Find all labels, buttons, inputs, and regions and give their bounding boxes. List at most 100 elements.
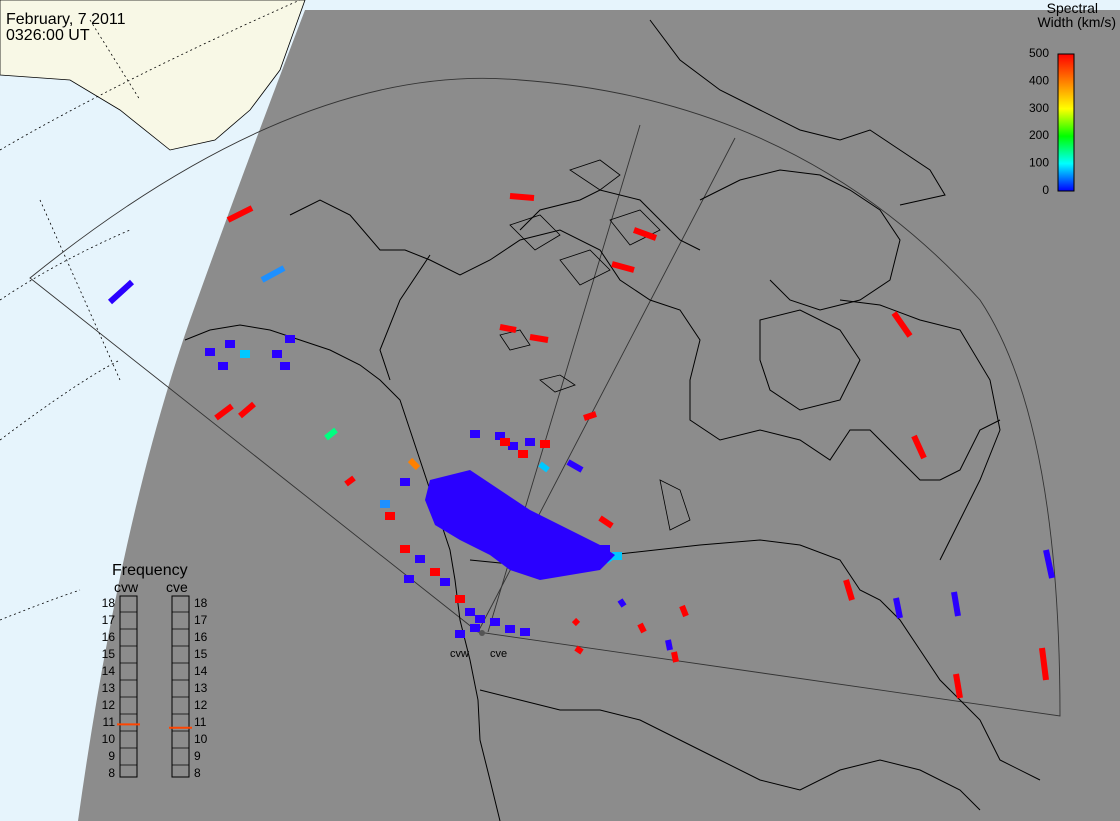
- colorbar-title-2: Width (km/s): [1037, 14, 1116, 30]
- frequency-tick-label: 8: [108, 766, 115, 780]
- echo-cell: [404, 575, 414, 583]
- echo-cell: [455, 630, 465, 638]
- echo-cell: [583, 411, 597, 421]
- echo-cell: [324, 427, 338, 441]
- frequency-column-box: [119, 595, 138, 778]
- echo-cell: [893, 597, 903, 619]
- date-label: February, 7 2011: [6, 11, 126, 28]
- frequency-column-box: [171, 595, 190, 778]
- echo-cell: [495, 432, 505, 440]
- echo-cell: [285, 335, 295, 343]
- night-region: [78, 10, 1120, 821]
- echo-cell: [671, 651, 679, 663]
- site-label-cvw: cvw: [450, 648, 469, 660]
- echo-cell: [508, 442, 518, 450]
- colorbar-tick-label: 0: [1042, 183, 1049, 197]
- frequency-tick-label: 9: [194, 749, 201, 763]
- coastlines: [184, 19, 1041, 821]
- echo-cell: [632, 227, 658, 241]
- echo-cell: [679, 604, 689, 618]
- echo-cell: [475, 615, 485, 623]
- site-label-cve: cve: [490, 648, 507, 660]
- radar-echoes: [107, 193, 1055, 699]
- echo-cell: [571, 617, 581, 627]
- echo-cell: [617, 598, 627, 608]
- frequency-tick-label: 12: [194, 698, 208, 712]
- frequency-tick-label: 18: [102, 596, 116, 610]
- echo-cell: [385, 512, 395, 520]
- freq-radar-label-cvw: cvw: [114, 579, 139, 595]
- frequency-tick-label: 16: [194, 630, 208, 644]
- echo-cell: [911, 434, 927, 460]
- colorbar-tick-label: 100: [1029, 156, 1049, 170]
- echo-cell: [107, 279, 135, 305]
- echo-cell: [400, 478, 410, 486]
- frequency-tick-label: 17: [194, 613, 208, 627]
- echo-cell: [538, 461, 550, 473]
- echo-cell: [611, 261, 635, 273]
- echo-cell: [400, 545, 410, 553]
- frequency-tick-label: 13: [194, 681, 208, 695]
- echo-cell: [891, 311, 913, 338]
- echo-cell: [470, 430, 480, 438]
- frequency-title: Frequency: [112, 562, 188, 579]
- echo-cell: [415, 555, 425, 563]
- echo-cell: [505, 625, 515, 633]
- frequency-tick-label: 10: [194, 732, 208, 746]
- echo-cell: [238, 401, 256, 419]
- echo-cell: [509, 193, 535, 201]
- echo-cell: [953, 673, 963, 699]
- echo-cell: [500, 438, 510, 446]
- frequency-tick-label: 11: [103, 715, 116, 729]
- echo-cell: [566, 459, 584, 473]
- frequency-panel: Frequency cvw cve 18 17 16 15 14 13 12 11 10 9 8 18…: [102, 562, 208, 780]
- echo-cell: [380, 500, 390, 508]
- echo-cell: [520, 628, 530, 636]
- echo-cell: [665, 639, 673, 651]
- echo-cell: [598, 515, 614, 529]
- echo-cell: [214, 403, 234, 421]
- frequency-tick-label: 15: [194, 647, 208, 661]
- echo-cell: [637, 622, 647, 634]
- echo-cell: [205, 348, 215, 356]
- echo-cell: [455, 595, 465, 603]
- colorbar-gradient: [1057, 53, 1075, 192]
- frequency-tick-label: 13: [102, 681, 116, 695]
- echo-cell: [612, 552, 622, 560]
- colorbar-tick-label: 400: [1029, 73, 1049, 87]
- echo-cell: [529, 334, 549, 343]
- echo-cell: [951, 591, 961, 617]
- frequency-tick-label: 14: [194, 664, 208, 678]
- echo-cell: [225, 340, 235, 348]
- frequency-tick-label: 18: [194, 596, 208, 610]
- frequency-tick-label: 15: [102, 647, 116, 661]
- frequency-tick-label: 9: [108, 749, 115, 763]
- frequency-tick-label: 10: [102, 732, 116, 746]
- echo-cell: [1043, 549, 1055, 579]
- frequency-tick-label: 12: [102, 698, 116, 712]
- frequency-tick-label: 8: [194, 766, 201, 780]
- colorbar-title-1: Spectral: [1047, 0, 1098, 16]
- frequency-tick-label: 17: [102, 613, 116, 627]
- frequency-tick-label: 14: [102, 664, 116, 678]
- site-marker: [479, 630, 485, 636]
- echo-cell: [218, 362, 228, 370]
- echo-cell: [226, 205, 254, 223]
- echo-cell: [272, 350, 282, 358]
- echo-cell: [344, 475, 356, 487]
- colorbar: Spectral Width (km/s) 500 400 300 200 100 0: [1029, 0, 1116, 197]
- echo-cell: [525, 438, 535, 446]
- echo-cell: [490, 618, 500, 626]
- colorbar-tick-label: 500: [1029, 46, 1049, 60]
- echo-cell: [540, 440, 550, 448]
- echo-cell: [440, 578, 450, 586]
- radar-sites: cvw cve: [450, 630, 507, 660]
- echo-cell: [280, 362, 290, 370]
- colorbar-tick-label: 200: [1029, 128, 1049, 142]
- time-label: 0326:00 UT: [6, 27, 90, 44]
- islands: [499, 159, 691, 531]
- echo-cell: [260, 265, 286, 283]
- frequency-tick-label: 11: [194, 715, 207, 729]
